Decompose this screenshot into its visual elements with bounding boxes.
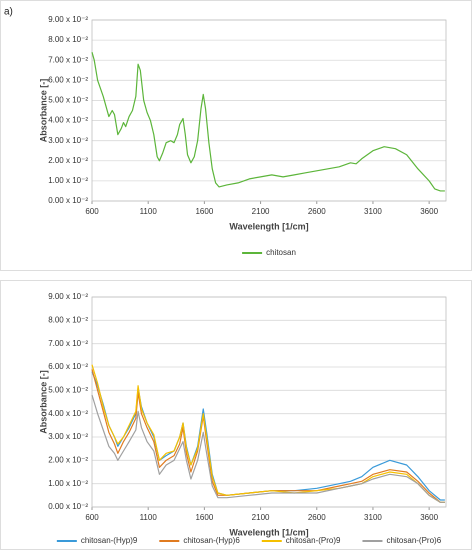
y-axis-title: Absorbance [-] bbox=[38, 370, 48, 434]
y-tick-label: 1.00 x 10⁻² bbox=[48, 176, 88, 185]
x-tick-label: 1600 bbox=[195, 513, 213, 522]
y-tick-label: 8.00 x 10⁻² bbox=[48, 35, 88, 44]
y-axis-title: Absorbance [-] bbox=[38, 79, 48, 143]
y-tick-label: 6.00 x 10⁻² bbox=[48, 362, 88, 371]
legend-label: chitosan-(Pro)9 bbox=[286, 536, 341, 545]
series-line bbox=[91, 394, 445, 503]
series-line bbox=[91, 369, 445, 503]
series-line bbox=[91, 52, 445, 192]
legend-label: chitosan bbox=[266, 248, 296, 257]
y-tick-label: 5.00 x 10⁻² bbox=[48, 96, 88, 105]
y-tick-label: 6.00 x 10⁻² bbox=[48, 75, 88, 84]
x-tick-label: 3100 bbox=[364, 207, 382, 216]
y-tick-label: 9.00 x 10⁻² bbox=[48, 15, 88, 24]
panel-label: a) bbox=[4, 7, 13, 18]
y-tick-label: 2.00 x 10⁻² bbox=[48, 455, 88, 464]
x-tick-label: 600 bbox=[85, 513, 99, 522]
x-axis-title: Wavelength [1/cm] bbox=[229, 527, 308, 537]
y-tick-label: 0.00 x 10⁻² bbox=[48, 196, 88, 205]
y-tick-label: 7.00 x 10⁻² bbox=[48, 55, 88, 64]
legend-label: chitosan-(Hyp)9 bbox=[81, 536, 138, 545]
y-tick-label: 9.00 x 10⁻² bbox=[48, 292, 88, 301]
y-tick-label: 3.00 x 10⁻² bbox=[48, 432, 88, 441]
x-tick-label: 1100 bbox=[140, 207, 158, 216]
x-tick-label: 3600 bbox=[420, 513, 438, 522]
legend-label: chitosan-(Hyp)6 bbox=[183, 536, 240, 545]
x-tick-label: 1100 bbox=[140, 513, 158, 522]
y-tick-label: 4.00 x 10⁻² bbox=[48, 116, 88, 125]
y-tick-label: 7.00 x 10⁻² bbox=[48, 339, 88, 348]
plot-frame bbox=[91, 296, 447, 508]
y-tick-label: 2.00 x 10⁻² bbox=[48, 156, 88, 165]
y-tick-label: 4.00 x 10⁻² bbox=[48, 409, 88, 418]
plot-frame bbox=[91, 19, 447, 202]
x-tick-label: 2100 bbox=[252, 513, 270, 522]
y-tick-label: 5.00 x 10⁻² bbox=[48, 385, 88, 394]
x-tick-label: 2600 bbox=[308, 207, 326, 216]
x-tick-label: 1600 bbox=[195, 207, 213, 216]
x-tick-label: 3100 bbox=[364, 513, 382, 522]
legend-label: chitosan-(Pro)6 bbox=[386, 536, 441, 545]
y-tick-label: 1.00 x 10⁻² bbox=[48, 479, 88, 488]
x-tick-label: 3600 bbox=[420, 207, 438, 216]
y-tick-label: 0.00 x 10⁻² bbox=[48, 502, 88, 511]
x-tick-label: 2600 bbox=[308, 513, 326, 522]
y-tick-label: 3.00 x 10⁻² bbox=[48, 136, 88, 145]
series-line bbox=[91, 364, 445, 503]
x-tick-label: 600 bbox=[85, 207, 99, 216]
x-tick-label: 2100 bbox=[252, 207, 270, 216]
y-tick-label: 8.00 x 10⁻² bbox=[48, 315, 88, 324]
x-axis-title: Wavelength [1/cm] bbox=[229, 221, 308, 231]
